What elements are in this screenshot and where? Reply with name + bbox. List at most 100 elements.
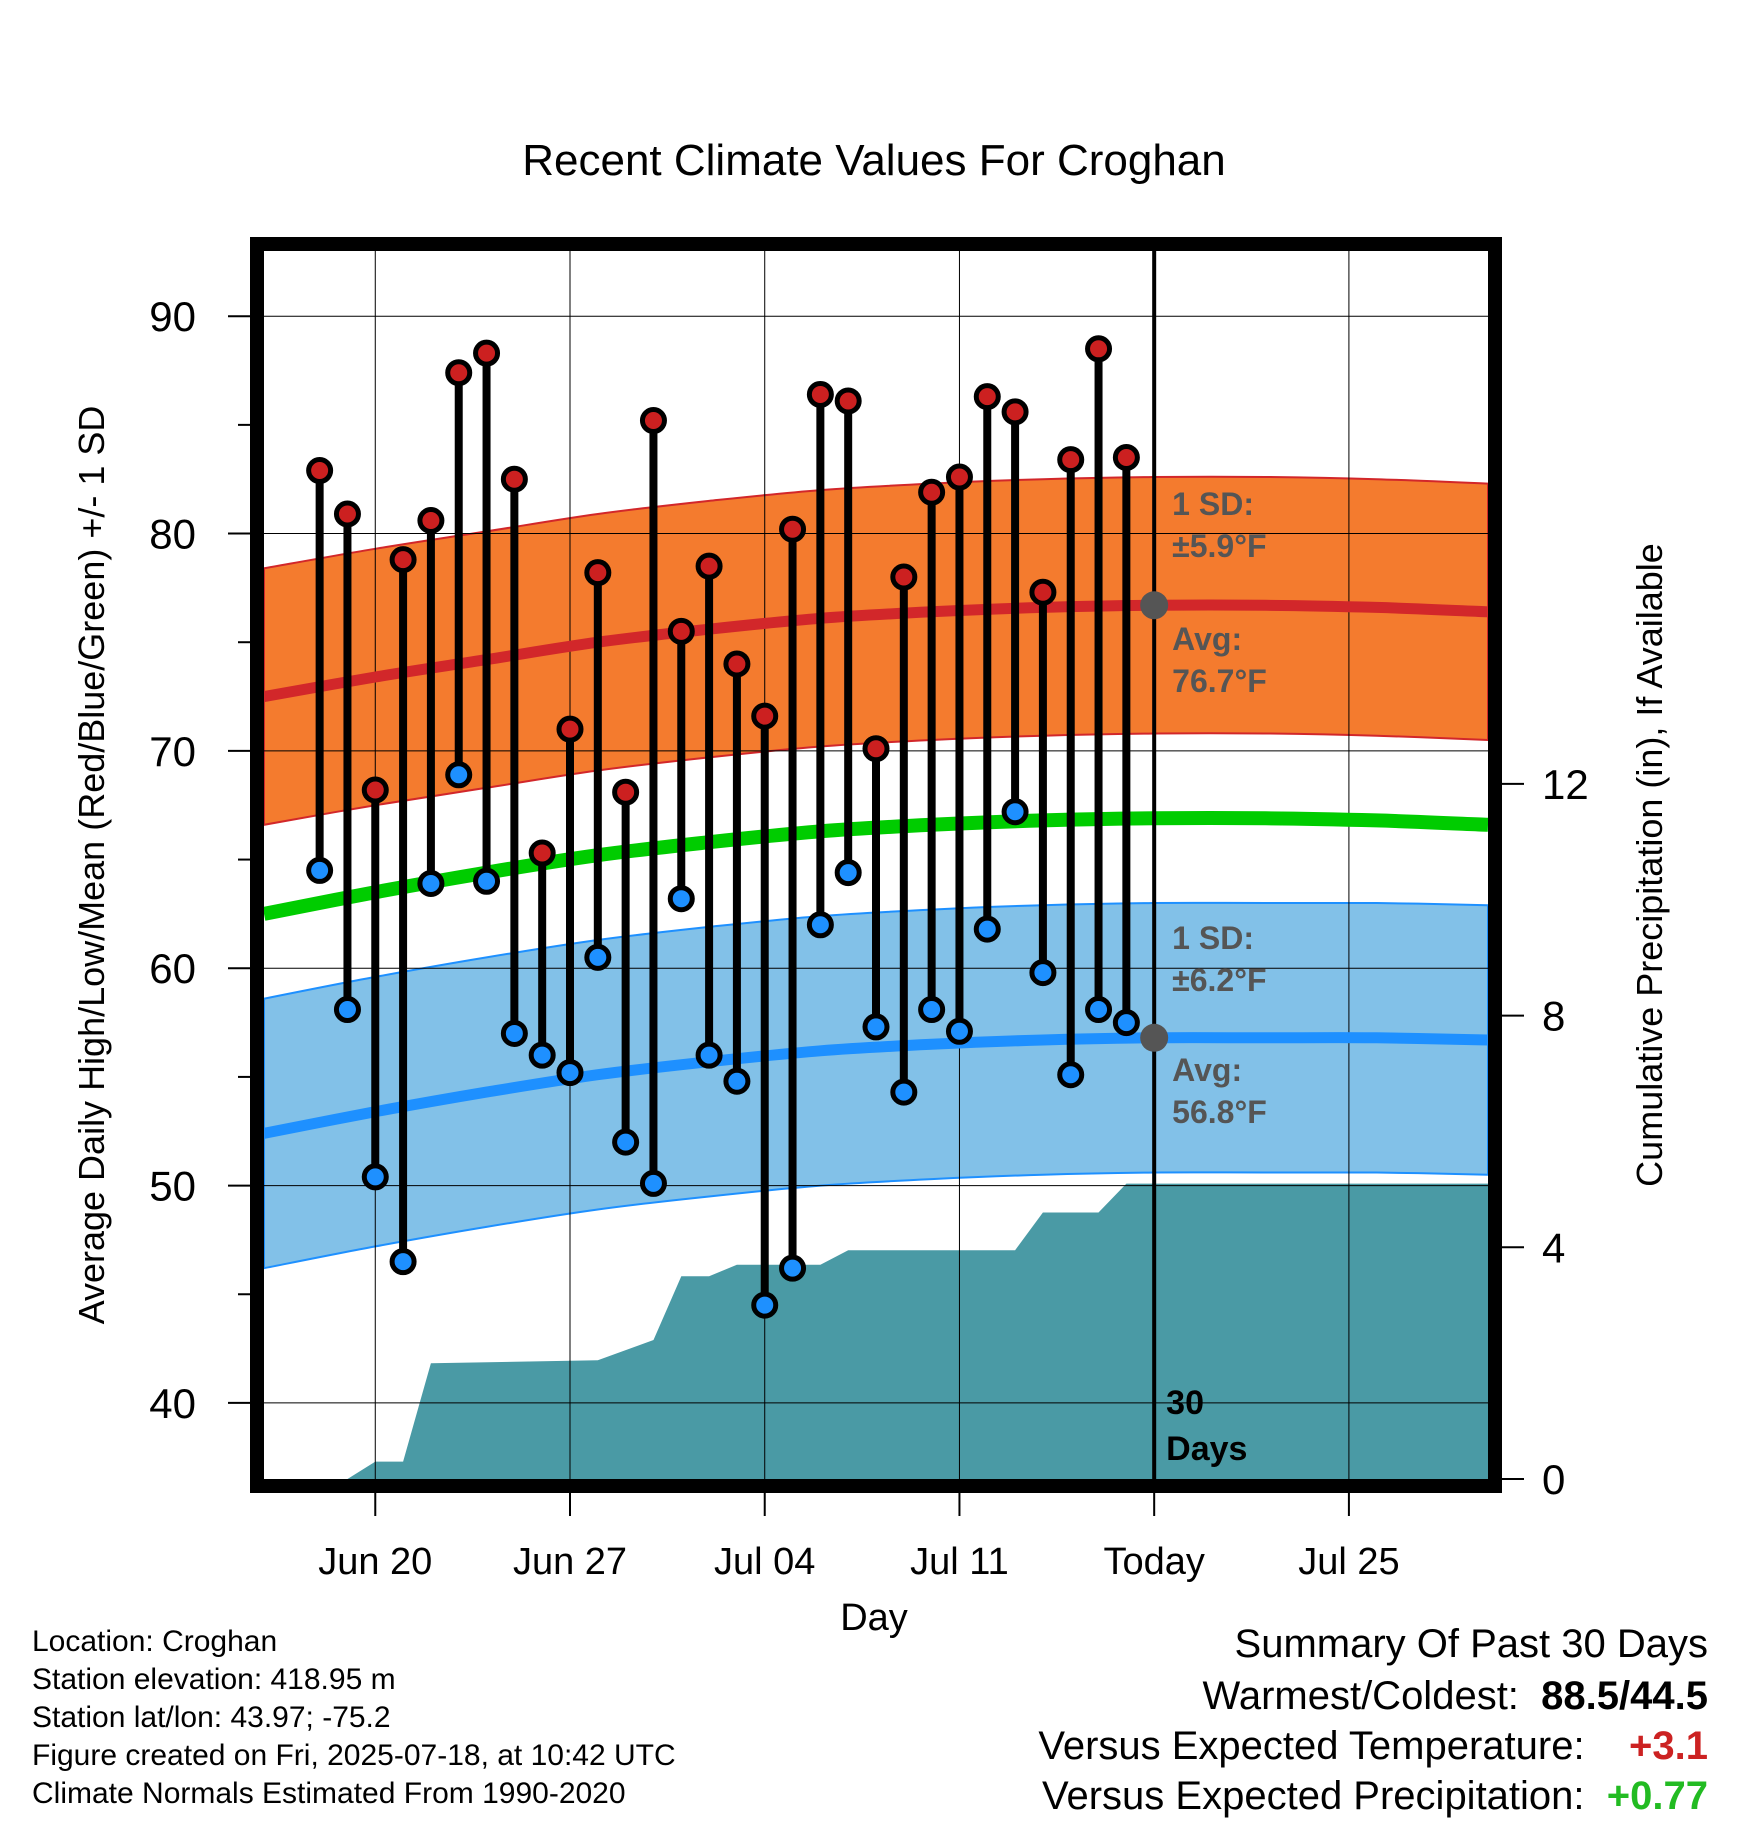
x-tick-label: Jul 11 [910,1541,1009,1583]
daily-high-point [862,735,890,763]
plot-frame [250,237,1502,1493]
daily-high-point [306,457,334,485]
daily-low-point [1112,1009,1140,1037]
daily-low-point [973,915,1001,943]
daily-low-point [389,1248,417,1276]
daily-low-point [1001,798,1029,826]
axes: 40 50 60 70 80 90 0 4 8 12 Jun 20 Jun 27 Jul 04 Jul 1… [71,237,1670,1639]
y-tick-label: 40 [149,1380,196,1427]
daily-high-point [667,617,695,645]
precip-departure-value: +0.77 [1606,1774,1708,1818]
x-tick-label: Jul 25 [1298,1541,1399,1583]
daily-high-point [723,650,751,678]
temp-label: Versus Expected Temperature: [1038,1724,1585,1768]
window-days-label: Days [1166,1430,1247,1468]
warmest-value: 88.5 [1541,1674,1620,1718]
today-low-average-marker [1140,1023,1169,1052]
elevation-text: Station elevation: 418.95 m [32,1663,396,1696]
y-tick-label: 90 [149,293,196,340]
daily-low-point [723,1067,751,1095]
high-avg-value: 76.7°F [1172,663,1267,699]
daily-high-point [695,552,723,580]
low-sd-label: 1 SD: [1172,920,1254,956]
y2-tick-label: 8 [1542,993,1565,1040]
daily-low-point [333,996,361,1024]
daily-high-point [333,500,361,528]
low-sd-value: ±6.2°F [1172,962,1266,998]
daily-low-point [306,856,334,884]
cumulative-precip-area [347,1183,1488,1479]
x-tick-label: Today [1103,1541,1204,1583]
daily-low-point [528,1041,556,1069]
summary-temp: Versus Expected Temperature: +3.1 [1038,1724,1708,1769]
daily-high-point [417,507,445,535]
created-text: Figure created on Fri, 2025-07-18, at 10… [32,1739,676,1772]
daily-low-point [834,859,862,887]
daily-high-point [890,563,918,591]
y-tick-label: 70 [149,728,196,775]
y-axis-title: Average Daily High/Low/Mean (Red/Blue/Gr… [71,406,112,1325]
y2-tick-label: 0 [1542,1456,1565,1503]
annotations: 1 SD: ±5.9°F Avg: 76.7°F 1 SD: ±6.2°F Avg: 56.8… [1140,486,1267,1468]
daily-high-point [528,839,556,867]
daily-low-point [500,1019,528,1047]
station-metadata: Location: Croghan Station elevation: 418… [32,1623,676,1813]
y2-tick-label: 4 [1542,1224,1565,1271]
daily-high-point [639,407,667,435]
daily-low-point [612,1128,640,1156]
daily-low-point [556,1059,584,1087]
high-average-line [264,599,1488,703]
high-sd-label: 1 SD: [1172,486,1254,522]
y-tick-label: 80 [149,511,196,558]
daily-high-point [389,546,417,574]
daily-high-point [500,465,528,493]
daily-high-point [1029,578,1057,606]
low-avg-label: Avg: [1172,1052,1242,1088]
daily-low-point [806,911,834,939]
summary-warm-cold: Warmest/Coldest: 88.5/44.5 [1203,1674,1708,1719]
daily-high-point [612,778,640,806]
today-high-average-marker [1140,591,1169,620]
daily-high-point [918,478,946,506]
daily-high-point [1112,443,1140,471]
daily-high-point [834,387,862,415]
daily-low-point [445,761,473,789]
daily-low-point [1057,1061,1085,1089]
daily-low-point [417,869,445,897]
daily-high-point [751,702,779,730]
high-avg-label: Avg: [1172,621,1242,657]
daily-low-point [639,1169,667,1197]
daily-high-point [361,776,389,804]
daily-low-point [473,867,501,895]
daily-high-point [1085,335,1113,363]
daily-low-point [945,1017,973,1045]
daily-low-point [1085,996,1113,1024]
x-axis-title: Day [840,1597,908,1639]
daily-low-point [1029,959,1057,987]
daily-high-point [584,559,612,587]
daily-high-point [445,359,473,387]
summary-heading: Summary Of Past 30 Days [1234,1622,1708,1666]
precip-label: Versus Expected Precipitation: [1042,1774,1585,1818]
daily-low-point [361,1163,389,1191]
normals-text: Climate Normals Estimated From 1990-2020 [32,1777,626,1810]
coldest-value: 44.5 [1630,1674,1708,1718]
daily-high-point [779,515,807,543]
y2-axis-title: Cumulative Precipitation (in), If Availa… [1629,543,1670,1187]
daily-low-point [584,943,612,971]
daily-high-point [973,383,1001,411]
daily-low-point [862,1013,890,1041]
x-tick-label: Jun 20 [318,1541,432,1583]
daily-low-point [695,1041,723,1069]
daily-low-point [779,1254,807,1282]
location-text: Location: Croghan [32,1625,278,1658]
daily-high-point [473,339,501,367]
y2-tick-label: 12 [1542,761,1589,808]
slash-separator: / [1619,1674,1631,1718]
high-sd-value: ±5.9°F [1172,528,1266,564]
x-tick-label: Jun 27 [513,1541,627,1583]
x-tick-label: Jul 04 [714,1541,815,1583]
daily-values [306,335,1140,1319]
daily-low-point [751,1291,779,1319]
